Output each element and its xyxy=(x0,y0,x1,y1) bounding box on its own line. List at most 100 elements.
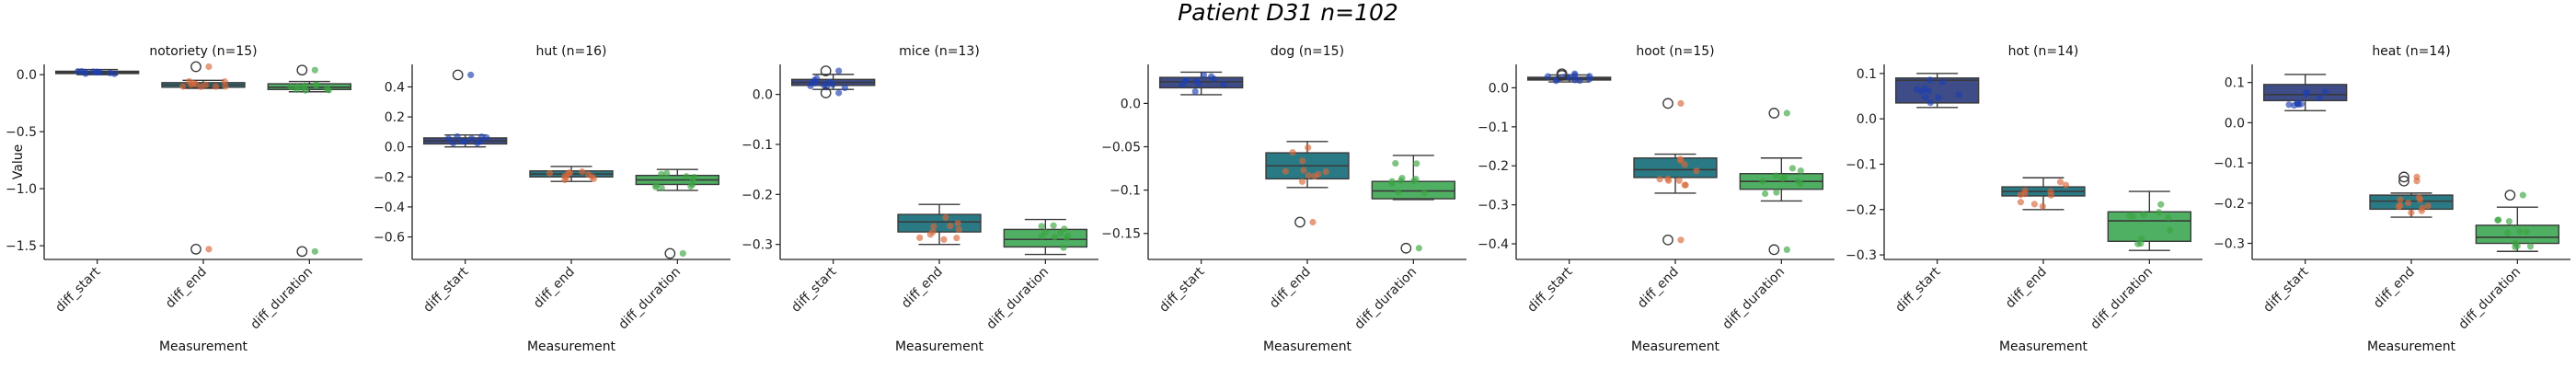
outlier-point xyxy=(1415,245,1422,252)
outlier-point xyxy=(2519,191,2526,199)
data-point xyxy=(474,139,481,147)
data-point xyxy=(221,78,228,86)
data-point xyxy=(323,85,330,93)
x-axis-label: Measurement xyxy=(527,339,616,354)
data-point xyxy=(179,83,187,90)
outlier-marker xyxy=(190,243,201,255)
outlier-point xyxy=(467,71,475,79)
data-point xyxy=(454,132,461,141)
x-tick-label: diff_duration xyxy=(247,265,316,333)
data-point xyxy=(1298,178,1306,185)
y-tick-label: 0.0 xyxy=(1857,112,1877,127)
data-point xyxy=(566,169,574,177)
data-point xyxy=(1794,178,1801,185)
outlier-marker xyxy=(1556,70,1568,81)
data-point xyxy=(1420,190,1428,197)
data-point xyxy=(1797,167,1804,175)
data-point xyxy=(1681,181,1688,189)
y-tick-label: 0.2 xyxy=(385,110,405,125)
data-point xyxy=(1220,80,1227,87)
data-point xyxy=(2513,242,2521,249)
x-tick-label: diff_end xyxy=(2003,265,2050,312)
data-point xyxy=(2140,211,2147,219)
x-tick-label: diff_end xyxy=(163,265,210,312)
outlier-marker xyxy=(664,247,676,259)
data-point xyxy=(689,180,696,189)
data-point xyxy=(1322,168,1329,176)
data-point xyxy=(2138,235,2145,243)
x-tick-label: diff_start xyxy=(52,264,104,316)
data-point xyxy=(1938,78,1946,86)
data-point xyxy=(658,170,665,178)
data-point xyxy=(1412,176,1420,183)
data-point xyxy=(2155,209,2163,216)
data-point xyxy=(459,138,466,145)
data-point xyxy=(1676,155,1685,163)
data-point xyxy=(1935,94,1942,101)
data-point xyxy=(2039,202,2046,210)
x-tick-label: diff_start xyxy=(2260,264,2312,316)
data-point xyxy=(2405,199,2412,207)
outlier-point xyxy=(679,249,686,258)
data-point xyxy=(2297,100,2305,108)
x-tick-label: diff_duration xyxy=(1719,265,1788,333)
data-point xyxy=(2424,202,2432,210)
outlier-point xyxy=(205,63,213,71)
data-point xyxy=(212,83,220,90)
subplot-title: hot (n=14) xyxy=(2008,44,2079,59)
outlier-point xyxy=(311,66,318,74)
outlier-point xyxy=(1783,109,1790,117)
outlier-marker xyxy=(2504,190,2516,201)
y-tick-label: −0.2 xyxy=(374,170,405,185)
x-tick-label: diff_start xyxy=(788,264,840,316)
data-point xyxy=(2516,227,2524,236)
data-point xyxy=(1397,178,1405,185)
data-point xyxy=(1300,167,1307,174)
data-point xyxy=(1955,91,1962,98)
y-tick-label: 0.0 xyxy=(17,68,37,83)
outlier-point xyxy=(1783,246,1790,253)
data-point xyxy=(1050,222,1057,229)
data-point xyxy=(1305,144,1312,152)
data-point xyxy=(1395,189,1402,196)
data-point xyxy=(2523,228,2530,236)
y-tick-label: −0.3 xyxy=(742,238,773,253)
data-point xyxy=(293,86,301,94)
x-axis-label: Measurement xyxy=(1263,339,1352,354)
y-tick-label: −1.0 xyxy=(6,182,37,197)
data-point xyxy=(2316,94,2323,102)
data-point xyxy=(1064,232,1072,239)
data-point xyxy=(192,80,200,87)
data-point xyxy=(1761,190,1769,198)
data-point xyxy=(2030,201,2038,208)
data-point xyxy=(1191,87,1199,96)
data-point xyxy=(2056,178,2064,186)
outlier-marker xyxy=(190,61,201,73)
outlier-marker xyxy=(1768,108,1780,119)
y-tick-label: 0.1 xyxy=(1857,67,1877,82)
x-tick-label: diff_duration xyxy=(2455,265,2524,333)
data-point xyxy=(689,176,696,183)
x-tick-label: diff_duration xyxy=(2087,265,2156,333)
data-point xyxy=(1544,73,1551,80)
data-point xyxy=(477,133,486,141)
data-point xyxy=(2166,226,2174,235)
data-point xyxy=(1061,225,1068,233)
x-tick-label: diff_end xyxy=(1635,265,1682,312)
data-point xyxy=(652,183,660,190)
x-tick-label: diff_duration xyxy=(983,265,1052,333)
subplot-title: hut (n=16) xyxy=(535,44,606,59)
data-point xyxy=(444,135,453,143)
data-point xyxy=(2395,203,2402,211)
data-point xyxy=(820,81,828,89)
outlier-marker xyxy=(296,246,308,258)
outlier-marker xyxy=(296,64,308,76)
data-point xyxy=(1305,172,1312,179)
y-tick-label: −0.4 xyxy=(374,201,405,215)
data-point xyxy=(2321,88,2329,96)
outlier-marker xyxy=(1768,244,1780,256)
subplot-title: mice (n=13) xyxy=(899,44,980,59)
outlier-marker xyxy=(2398,171,2409,183)
x-tick-label: diff_start xyxy=(1156,264,1208,316)
data-point xyxy=(916,234,924,242)
